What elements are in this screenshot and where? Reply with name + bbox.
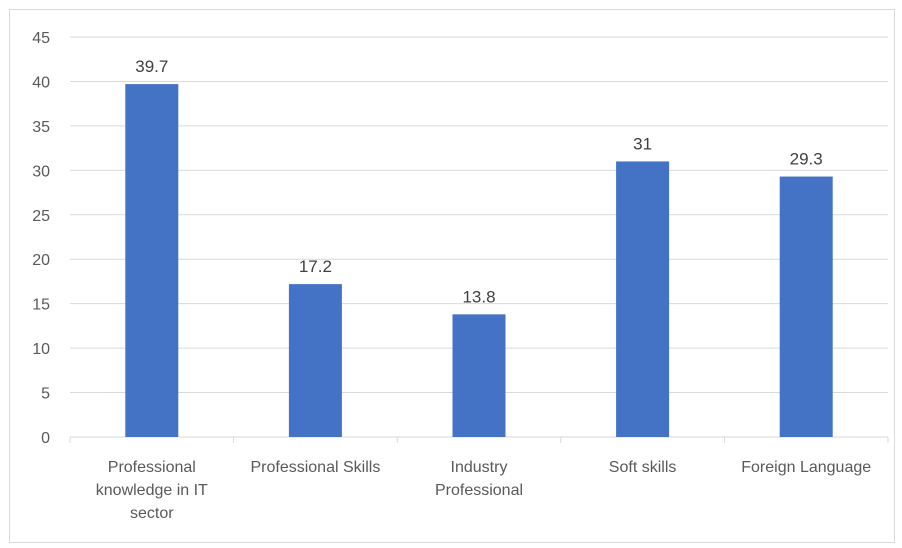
- bar-3: [452, 314, 506, 437]
- bars: [125, 84, 833, 438]
- category-label-line: Industry: [451, 459, 508, 476]
- y-tick-label: 5: [41, 386, 50, 403]
- category-label-line: knowledge in IT: [96, 482, 208, 499]
- category-label-line: Professional: [435, 482, 523, 499]
- category-label-3: Industry Professional: [435, 459, 523, 499]
- category-label-line: Soft skills: [609, 459, 677, 476]
- category-label-1: Professional knowledge in IT sector: [96, 459, 208, 522]
- category-label-line: Professional Skills: [250, 459, 380, 476]
- category-label-line: sector: [130, 505, 174, 522]
- category-label-4: Soft skills: [609, 459, 677, 476]
- category-label-line: Professional: [108, 459, 196, 476]
- category-label-line: Foreign Language: [741, 459, 871, 476]
- category-labels: Professional knowledge in IT sectorProfess…: [96, 459, 871, 522]
- x-axis: [69, 436, 889, 443]
- data-label-5: 29.3: [790, 150, 823, 169]
- bar-2: [288, 284, 342, 437]
- data-labels: 39.7 17.2 13.8 31 29.3: [135, 57, 822, 306]
- data-label-3: 13.8: [462, 287, 495, 306]
- y-axis-tick-labels: 0 5 10 15 20 25 30 35 40 45: [32, 30, 50, 447]
- bar-5: [779, 176, 833, 438]
- y-tick-label: 45: [32, 30, 50, 47]
- data-label-4: 31: [633, 134, 652, 153]
- data-label-1: 39.7: [135, 57, 168, 76]
- y-tick-label: 40: [32, 74, 50, 91]
- y-tick-label: 30: [32, 163, 50, 180]
- data-label-2: 17.2: [299, 257, 332, 276]
- bar-4: [616, 161, 670, 437]
- y-tick-label: 10: [32, 341, 50, 358]
- y-tick-label: 20: [32, 252, 50, 269]
- category-label-2: Professional Skills: [250, 459, 380, 476]
- y-tick-label: 25: [32, 208, 50, 225]
- y-tick-label: 15: [32, 297, 50, 314]
- y-tick-label: 35: [32, 119, 50, 136]
- bar-1: [125, 84, 179, 437]
- category-label-5: Foreign Language: [741, 459, 871, 476]
- y-tick-label: 0: [41, 430, 50, 447]
- gridlines: [70, 36, 888, 394]
